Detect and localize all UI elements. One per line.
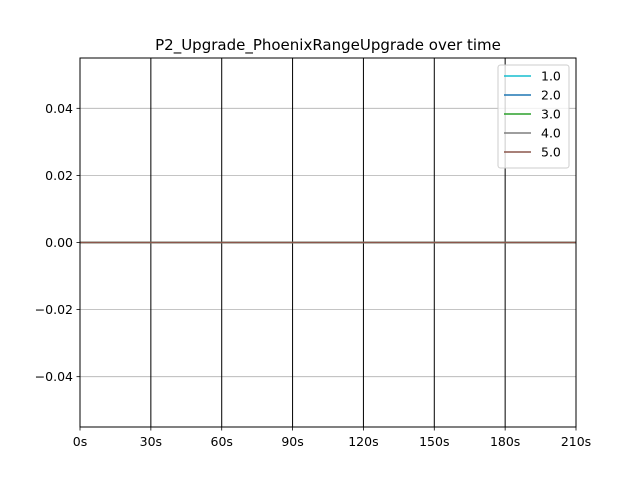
x-tick-label: 30s [140,434,162,449]
legend-label: 5.0 [541,145,561,160]
x-tick-label: 90s [281,434,303,449]
y-axis-ticks: 0.04 0.02 0.00 −0.02 −0.04 [35,101,80,384]
legend-label: 2.0 [541,88,561,103]
legend-box [497,64,570,169]
x-tick-label: 60s [211,434,233,449]
x-tick-label: 0s [73,434,87,449]
x-tick-label: 210s [561,434,591,449]
x-tick-label: 150s [419,434,449,449]
chart-title: P2_Upgrade_PhoenixRangeUpgrade over time [155,36,501,55]
legend-label: 3.0 [541,107,561,122]
y-tick-label: 0.02 [45,168,73,183]
y-tick-label: 0.00 [45,235,73,250]
x-axis-ticks: 0s 30s 60s 90s 120s 150s 180s 210s [73,427,591,449]
x-tick-label: 120s [348,434,378,449]
legend: 1.0 2.0 3.0 4.0 5.0 [497,64,570,169]
y-tick-label: −0.02 [35,302,73,317]
y-tick-label: 0.04 [45,101,73,116]
x-tick-label: 180s [490,434,520,449]
y-tick-label: −0.04 [35,369,73,384]
legend-label: 1.0 [541,69,561,84]
legend-label: 4.0 [541,126,561,141]
